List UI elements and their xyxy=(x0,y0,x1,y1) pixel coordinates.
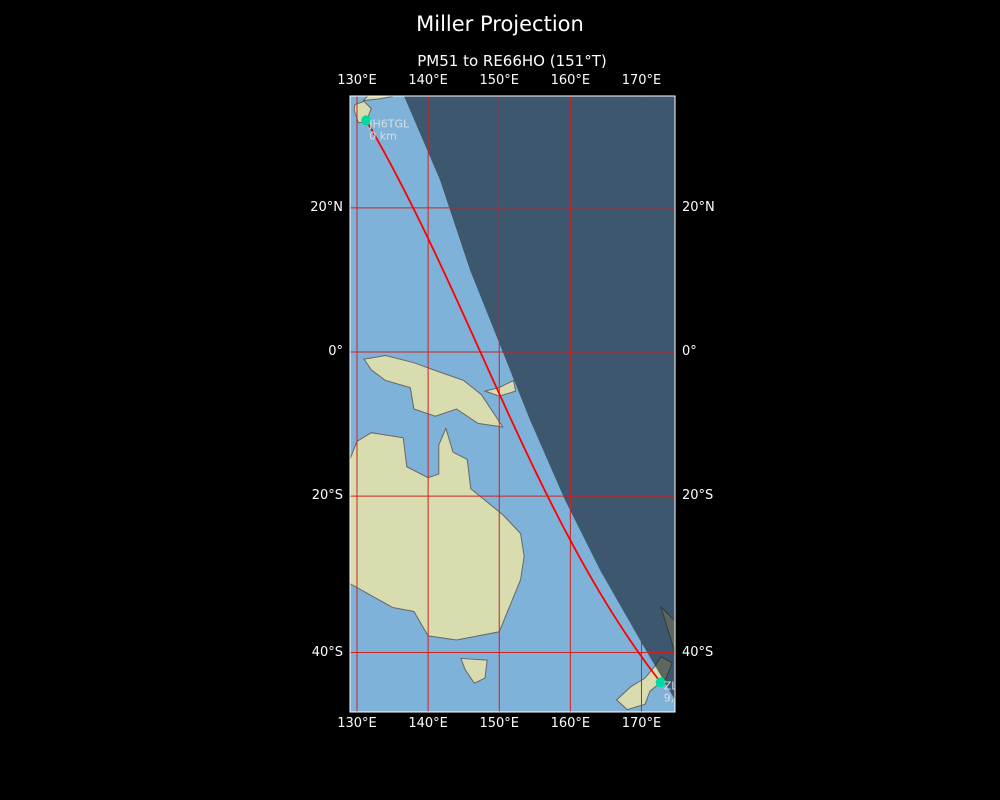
land-new-guinea xyxy=(363,355,504,428)
axis-tick-label: 20°S xyxy=(311,488,343,504)
station-call: ZL3TUX xyxy=(664,679,707,692)
axis-tick-label: 150°E xyxy=(479,716,519,731)
axis-tick-label: 20°S xyxy=(682,488,714,504)
axis-tick-label: 170°E xyxy=(621,73,662,88)
station-marker xyxy=(655,677,666,688)
axis-tick-label: 40°S xyxy=(311,644,343,660)
station-distance: 0 km xyxy=(369,129,397,142)
axis-tick-label: 40°S xyxy=(682,644,714,660)
night-shading xyxy=(404,96,675,700)
station-marker xyxy=(361,115,372,126)
station-call: JH6TGL xyxy=(368,117,410,130)
graticule xyxy=(350,96,675,712)
station-distance: 9,315 km xyxy=(664,691,716,704)
land-tasmania xyxy=(460,657,488,684)
landmasses xyxy=(350,96,675,711)
map-subtitle: PM51 to RE66HO (151°T) xyxy=(417,52,607,70)
axis-tick-label: 170°E xyxy=(621,716,662,731)
axis-tick-label: 0° xyxy=(328,344,343,359)
axis-tick-label: 0° xyxy=(682,344,697,359)
axis-tick-label: 20°N xyxy=(682,199,715,215)
land-honshu xyxy=(362,96,394,102)
axis-tick-label: 20°N xyxy=(310,199,343,215)
great-circle-path xyxy=(365,119,662,683)
map-frame xyxy=(349,95,676,713)
axis-tick-label: 160°E xyxy=(550,73,591,88)
axis-tick-label: 150°E xyxy=(479,73,519,88)
axis-tick-label: 140°E xyxy=(408,73,448,88)
axis-tick-label: 160°E xyxy=(550,716,591,731)
axis-tick-label: 130°E xyxy=(337,716,377,731)
axis-tick-label: 140°E xyxy=(408,716,448,731)
map-title: Miller Projection xyxy=(416,12,584,36)
axis-tick-label: 130°E xyxy=(337,73,377,88)
